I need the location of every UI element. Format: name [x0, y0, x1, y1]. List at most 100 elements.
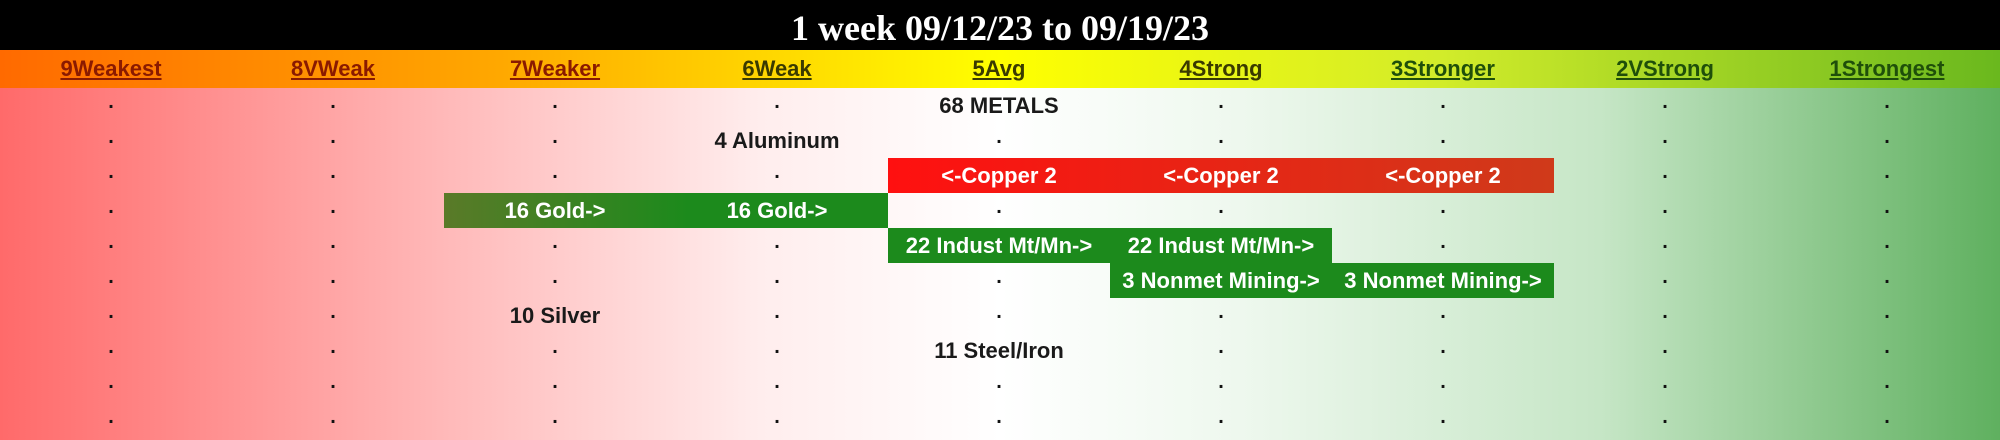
empty-cell-dot: . [1218, 301, 1224, 323]
column-header-3: 7Weaker [509, 56, 601, 81]
empty-cell-dot: . [996, 406, 1002, 428]
empty-cell-dot: . [1884, 161, 1890, 183]
empty-cell-dot: . [1440, 371, 1446, 393]
empty-cell-dot: . [1440, 301, 1446, 323]
empty-cell-dot: . [330, 266, 336, 288]
industry-label: 10 Silver [509, 303, 601, 328]
empty-cell-dot: . [108, 371, 114, 393]
empty-cell-dot: . [1440, 126, 1446, 148]
move-bar-label: 3 Nonmet Mining-> [1122, 268, 1320, 293]
empty-cell-dot: . [552, 266, 558, 288]
industry-label: 11 Steel/Iron [934, 338, 1064, 363]
empty-cell-dot: . [1884, 126, 1890, 148]
empty-cell-dot: . [1218, 336, 1224, 358]
empty-cell-dot: . [996, 126, 1002, 148]
empty-cell-dot: . [552, 406, 558, 428]
empty-cell-dot: . [1662, 336, 1668, 358]
empty-cell-dot: . [1884, 91, 1890, 113]
empty-cell-dot: . [996, 301, 1002, 323]
empty-cell-dot: . [330, 371, 336, 393]
empty-cell-dot: . [330, 336, 336, 358]
empty-cell-dot: . [330, 126, 336, 148]
empty-cell-dot: . [1662, 196, 1668, 218]
empty-cell-dot: . [774, 301, 780, 323]
empty-cell-dot: . [1662, 161, 1668, 183]
empty-cell-dot: . [996, 266, 1002, 288]
column-header-1: 9Weakest [60, 56, 162, 81]
empty-cell-dot: . [1884, 406, 1890, 428]
empty-cell-dot: . [1440, 406, 1446, 428]
empty-cell-dot: . [108, 126, 114, 148]
empty-cell-dot: . [108, 161, 114, 183]
empty-cell-dot: . [1884, 336, 1890, 358]
empty-cell-dot: . [1440, 91, 1446, 113]
empty-cell-dot: . [1218, 91, 1224, 113]
move-bar-label: 3 Nonmet Mining-> [1344, 268, 1542, 293]
empty-cell-dot: . [1662, 126, 1668, 148]
empty-cell-dot: . [552, 336, 558, 358]
empty-cell-dot: . [774, 231, 780, 253]
column-header-6: 4Strong [1179, 56, 1263, 81]
empty-cell-dot: . [552, 161, 558, 183]
empty-cell-dot: . [1662, 301, 1668, 323]
column-header-7: 3Stronger [1391, 56, 1495, 81]
industry-label: 68 METALS [939, 93, 1059, 118]
empty-cell-dot: . [996, 196, 1002, 218]
empty-cell-dot: . [108, 196, 114, 218]
move-bar-nonmet-mining [1110, 263, 1554, 298]
empty-cell-dot: . [1218, 126, 1224, 148]
column-header-2: 8VWeak [291, 56, 375, 81]
empty-cell-dot: . [774, 266, 780, 288]
empty-cell-dot: . [108, 301, 114, 323]
move-bar-label: 22 Indust Mt/Mn-> [905, 233, 1093, 258]
empty-cell-dot: . [774, 371, 780, 393]
empty-cell-dot: . [774, 161, 780, 183]
move-bar-label: 16 Gold-> [504, 198, 606, 223]
empty-cell-dot: . [1218, 196, 1224, 218]
move-bar-label: <-Copper 2 [1163, 163, 1279, 188]
column-header-9: 1Strongest [1829, 56, 1945, 81]
move-bar-gold [444, 193, 888, 228]
empty-cell-dot: . [774, 406, 780, 428]
empty-cell-dot: . [774, 91, 780, 113]
empty-cell-dot: . [330, 301, 336, 323]
empty-cell-dot: . [1662, 91, 1668, 113]
column-header-4: 6Weak [742, 56, 812, 81]
empty-cell-dot: . [330, 91, 336, 113]
empty-cell-dot: . [552, 91, 558, 113]
move-bar-label: <-Copper 2 [1385, 163, 1501, 188]
empty-cell-dot: . [330, 161, 336, 183]
empty-cell-dot: . [330, 406, 336, 428]
column-header-row: 9Weakest 8VWeak 7Weaker 6Weak 5Avg 4Strong 3St… [0, 50, 2000, 88]
empty-cell-dot: . [1884, 196, 1890, 218]
empty-cell-dot: . [108, 91, 114, 113]
empty-cell-dot: . [1662, 371, 1668, 393]
empty-cell-dot: . [330, 196, 336, 218]
chart-title: 1 week 09/12/23 to 09/19/23 [0, 0, 2000, 50]
empty-cell-dot: . [108, 406, 114, 428]
empty-cell-dot: . [1440, 196, 1446, 218]
empty-cell-dot: . [1440, 336, 1446, 358]
empty-cell-dot: . [552, 126, 558, 148]
empty-cell-dot: . [774, 336, 780, 358]
column-header-8: 2VStrong [1616, 56, 1714, 81]
empty-cell-dot: . [996, 371, 1002, 393]
empty-cell-dot: . [552, 231, 558, 253]
empty-cell-dot: . [1662, 266, 1668, 288]
empty-cell-dot: . [1884, 371, 1890, 393]
empty-cell-dot: . [108, 266, 114, 288]
move-bar-label: 22 Indust Mt/Mn-> [1127, 233, 1315, 258]
empty-cell-dot: . [1884, 231, 1890, 253]
column-header-5: 5Avg [972, 56, 1026, 81]
empty-cell-dot: . [552, 371, 558, 393]
empty-cell-dot: . [108, 336, 114, 358]
move-bar-label: <-Copper 2 [941, 163, 1057, 188]
empty-cell-dot: . [1440, 231, 1446, 253]
empty-cell-dot: . [1662, 406, 1668, 428]
empty-cell-dot: . [1884, 301, 1890, 323]
industry-label: 4 Aluminum [714, 128, 840, 153]
move-bar-label: 16 Gold-> [726, 198, 828, 223]
empty-cell-dot: . [1218, 371, 1224, 393]
empty-cell-dot: . [1884, 266, 1890, 288]
empty-cell-dot: . [1662, 231, 1668, 253]
